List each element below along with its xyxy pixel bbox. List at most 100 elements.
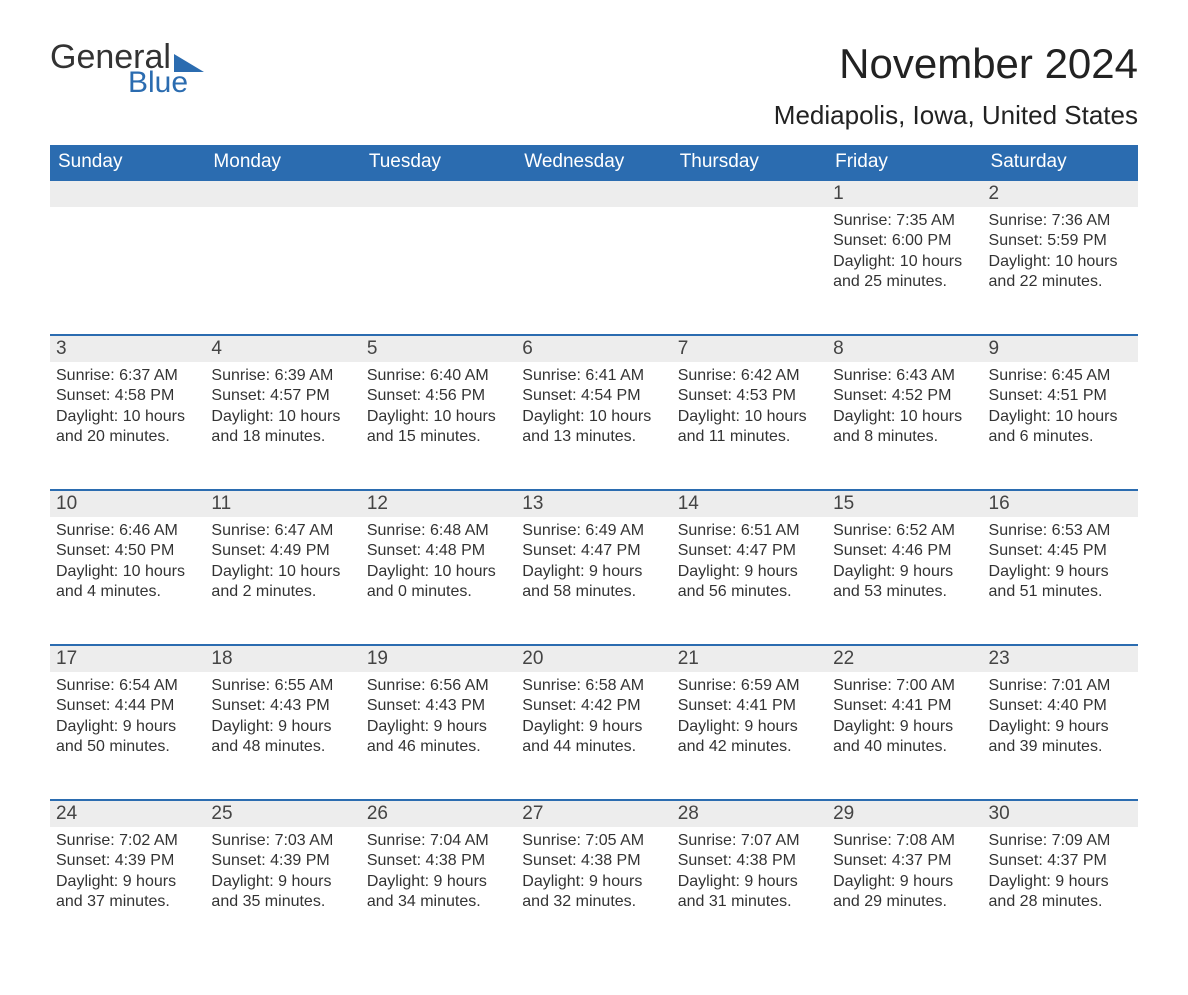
daylight-line-1: Daylight: 10 hours bbox=[211, 562, 354, 582]
daylight-line-2: and 53 minutes. bbox=[833, 582, 976, 602]
sunset-line: Sunset: 4:37 PM bbox=[989, 851, 1132, 871]
day-body-cell: Sunrise: 7:01 AMSunset: 4:40 PMDaylight:… bbox=[983, 672, 1138, 800]
day-number-cell: 3 bbox=[50, 335, 205, 362]
day-details: Sunrise: 7:08 AMSunset: 4:37 PMDaylight:… bbox=[827, 827, 982, 923]
day-number-cell: 21 bbox=[672, 645, 827, 672]
day-number-cell: 10 bbox=[50, 490, 205, 517]
daylight-line-1: Daylight: 10 hours bbox=[833, 407, 976, 427]
day-body-cell: Sunrise: 6:53 AMSunset: 4:45 PMDaylight:… bbox=[983, 517, 1138, 645]
logo-flag-icon bbox=[174, 54, 204, 74]
logo: General Blue bbox=[50, 40, 204, 98]
day-details: Sunrise: 6:56 AMSunset: 4:43 PMDaylight:… bbox=[361, 672, 516, 768]
day-body-cell: Sunrise: 6:51 AMSunset: 4:47 PMDaylight:… bbox=[672, 517, 827, 645]
day-number: 17 bbox=[50, 646, 205, 672]
day-body-cell: Sunrise: 7:00 AMSunset: 4:41 PMDaylight:… bbox=[827, 672, 982, 800]
day-details: Sunrise: 6:48 AMSunset: 4:48 PMDaylight:… bbox=[361, 517, 516, 613]
day-body-cell: Sunrise: 7:03 AMSunset: 4:39 PMDaylight:… bbox=[205, 827, 360, 955]
day-details: Sunrise: 7:07 AMSunset: 4:38 PMDaylight:… bbox=[672, 827, 827, 923]
weekday-header: Monday bbox=[205, 145, 360, 180]
day-number: 15 bbox=[827, 491, 982, 517]
day-details: Sunrise: 6:42 AMSunset: 4:53 PMDaylight:… bbox=[672, 362, 827, 458]
day-number: 27 bbox=[516, 801, 671, 827]
daylight-line-1: Daylight: 9 hours bbox=[989, 872, 1132, 892]
daylight-line-1: Daylight: 9 hours bbox=[833, 872, 976, 892]
day-body-cell bbox=[672, 207, 827, 335]
day-body-cell: Sunrise: 7:09 AMSunset: 4:37 PMDaylight:… bbox=[983, 827, 1138, 955]
day-body-cell: Sunrise: 6:39 AMSunset: 4:57 PMDaylight:… bbox=[205, 362, 360, 490]
daylight-line-2: and 46 minutes. bbox=[367, 737, 510, 757]
day-number-cell: 22 bbox=[827, 645, 982, 672]
daylight-line-1: Daylight: 9 hours bbox=[56, 717, 199, 737]
day-body-cell: Sunrise: 7:36 AMSunset: 5:59 PMDaylight:… bbox=[983, 207, 1138, 335]
daylight-line-1: Daylight: 9 hours bbox=[211, 872, 354, 892]
sunrise-line: Sunrise: 6:47 AM bbox=[211, 521, 354, 541]
day-number-cell: 25 bbox=[205, 800, 360, 827]
weekday-header: Saturday bbox=[983, 145, 1138, 180]
day-details: Sunrise: 6:54 AMSunset: 4:44 PMDaylight:… bbox=[50, 672, 205, 768]
day-number-cell: 17 bbox=[50, 645, 205, 672]
day-details: Sunrise: 6:59 AMSunset: 4:41 PMDaylight:… bbox=[672, 672, 827, 768]
day-number-cell bbox=[50, 180, 205, 207]
sunrise-line: Sunrise: 7:04 AM bbox=[367, 831, 510, 851]
sunrise-line: Sunrise: 6:46 AM bbox=[56, 521, 199, 541]
day-details: Sunrise: 6:45 AMSunset: 4:51 PMDaylight:… bbox=[983, 362, 1138, 458]
sunrise-line: Sunrise: 7:07 AM bbox=[678, 831, 821, 851]
day-details: Sunrise: 6:41 AMSunset: 4:54 PMDaylight:… bbox=[516, 362, 671, 458]
day-body-cell: Sunrise: 6:47 AMSunset: 4:49 PMDaylight:… bbox=[205, 517, 360, 645]
day-number: 16 bbox=[983, 491, 1138, 517]
logo-word-blue: Blue bbox=[128, 68, 204, 98]
calendar-table: SundayMondayTuesdayWednesdayThursdayFrid… bbox=[50, 145, 1138, 955]
daylight-line-2: and 40 minutes. bbox=[833, 737, 976, 757]
sunset-line: Sunset: 6:00 PM bbox=[833, 231, 976, 251]
daylight-line-1: Daylight: 9 hours bbox=[522, 717, 665, 737]
day-details: Sunrise: 6:40 AMSunset: 4:56 PMDaylight:… bbox=[361, 362, 516, 458]
daylight-line-1: Daylight: 10 hours bbox=[56, 562, 199, 582]
daylight-line-1: Daylight: 10 hours bbox=[989, 252, 1132, 272]
daylight-line-1: Daylight: 10 hours bbox=[678, 407, 821, 427]
day-body-cell bbox=[361, 207, 516, 335]
daylight-line-1: Daylight: 9 hours bbox=[522, 562, 665, 582]
day-body-cell: Sunrise: 7:35 AMSunset: 6:00 PMDaylight:… bbox=[827, 207, 982, 335]
daylight-line-2: and 20 minutes. bbox=[56, 427, 199, 447]
sunset-line: Sunset: 4:39 PM bbox=[56, 851, 199, 871]
week-daynum-row: 10111213141516 bbox=[50, 490, 1138, 517]
day-body-cell: Sunrise: 6:48 AMSunset: 4:48 PMDaylight:… bbox=[361, 517, 516, 645]
sunrise-line: Sunrise: 6:41 AM bbox=[522, 366, 665, 386]
day-body-cell bbox=[205, 207, 360, 335]
daylight-line-2: and 51 minutes. bbox=[989, 582, 1132, 602]
daylight-line-2: and 18 minutes. bbox=[211, 427, 354, 447]
day-number-cell: 8 bbox=[827, 335, 982, 362]
day-number-cell: 12 bbox=[361, 490, 516, 517]
sunrise-line: Sunrise: 6:49 AM bbox=[522, 521, 665, 541]
day-number: 1 bbox=[827, 181, 982, 207]
day-body-cell: Sunrise: 6:45 AMSunset: 4:51 PMDaylight:… bbox=[983, 362, 1138, 490]
daylight-line-2: and 44 minutes. bbox=[522, 737, 665, 757]
sunset-line: Sunset: 4:57 PM bbox=[211, 386, 354, 406]
day-number-cell: 2 bbox=[983, 180, 1138, 207]
day-number: 28 bbox=[672, 801, 827, 827]
day-number-cell: 7 bbox=[672, 335, 827, 362]
sunset-line: Sunset: 4:51 PM bbox=[989, 386, 1132, 406]
daylight-line-2: and 48 minutes. bbox=[211, 737, 354, 757]
daylight-line-2: and 15 minutes. bbox=[367, 427, 510, 447]
day-body-cell: Sunrise: 6:54 AMSunset: 4:44 PMDaylight:… bbox=[50, 672, 205, 800]
daylight-line-1: Daylight: 9 hours bbox=[678, 717, 821, 737]
sunset-line: Sunset: 4:39 PM bbox=[211, 851, 354, 871]
day-body-cell: Sunrise: 6:43 AMSunset: 4:52 PMDaylight:… bbox=[827, 362, 982, 490]
sunrise-line: Sunrise: 7:35 AM bbox=[833, 211, 976, 231]
sunset-line: Sunset: 4:38 PM bbox=[678, 851, 821, 871]
day-number: 3 bbox=[50, 336, 205, 362]
day-number-cell bbox=[205, 180, 360, 207]
week-daynum-row: 3456789 bbox=[50, 335, 1138, 362]
day-details: Sunrise: 7:04 AMSunset: 4:38 PMDaylight:… bbox=[361, 827, 516, 923]
daylight-line-1: Daylight: 10 hours bbox=[367, 562, 510, 582]
sunrise-line: Sunrise: 7:00 AM bbox=[833, 676, 976, 696]
day-number: 6 bbox=[516, 336, 671, 362]
sunset-line: Sunset: 4:49 PM bbox=[211, 541, 354, 561]
day-number: 21 bbox=[672, 646, 827, 672]
sunrise-line: Sunrise: 6:52 AM bbox=[833, 521, 976, 541]
daylight-line-2: and 8 minutes. bbox=[833, 427, 976, 447]
day-details: Sunrise: 7:03 AMSunset: 4:39 PMDaylight:… bbox=[205, 827, 360, 923]
sunset-line: Sunset: 4:53 PM bbox=[678, 386, 821, 406]
day-number: 19 bbox=[361, 646, 516, 672]
